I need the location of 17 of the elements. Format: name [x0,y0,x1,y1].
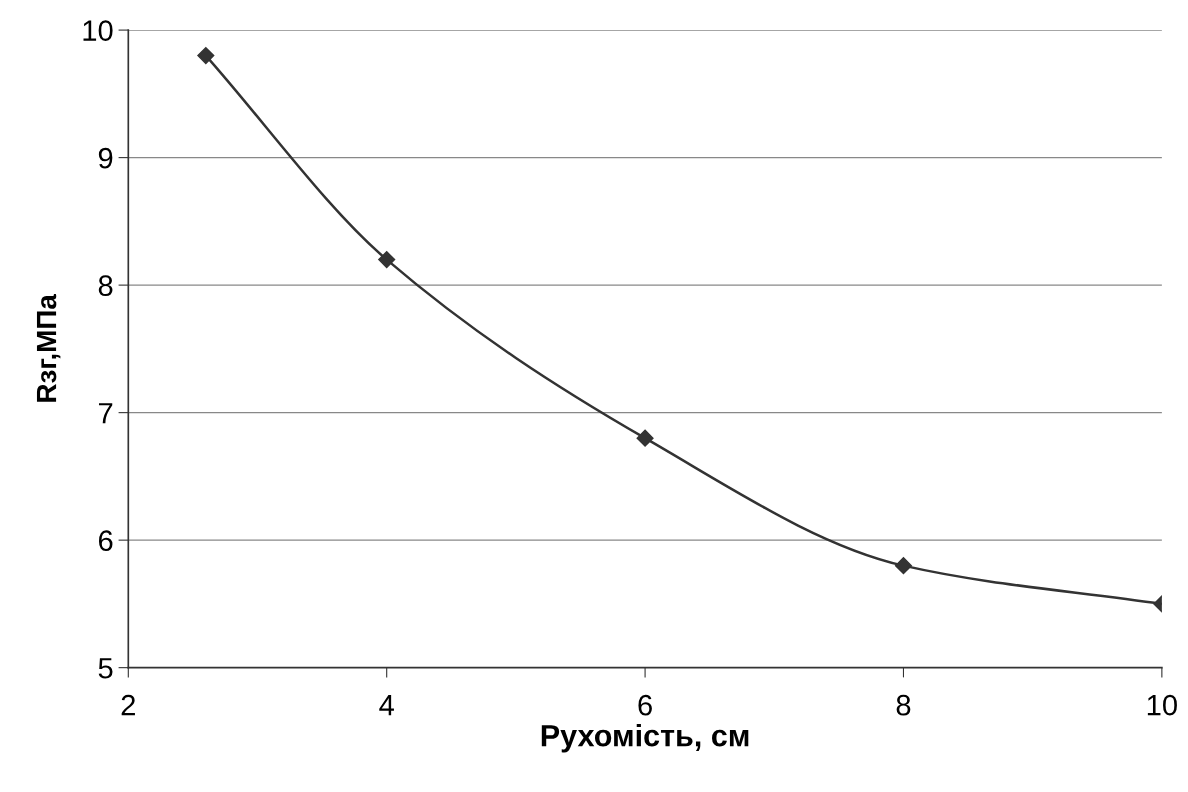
x-tick-label: 10 [1147,694,1177,716]
point [197,47,215,65]
y-tick-label: 9 [98,147,113,169]
x-tick-label: 2 [121,694,135,716]
y-tick-label: 7 [99,403,113,424]
x-tick-label: 6 [638,694,652,716]
point [894,557,913,575]
x-tick-label: 4 [379,695,394,716]
x-axis-title: Рухомість, см [541,724,749,753]
y-tick-label: 8 [98,275,113,296]
x-tick-label: 8 [896,694,911,716]
y-tick-label: 6 [98,530,113,551]
y-tick-label: 5 [98,658,113,679]
point [636,429,654,447]
point [378,251,396,269]
y-axis-title: Rзг,МПа [36,294,61,402]
y-tick-label: 10 [83,20,113,41]
